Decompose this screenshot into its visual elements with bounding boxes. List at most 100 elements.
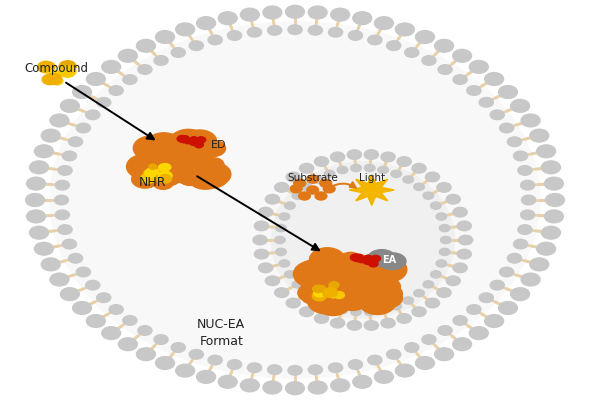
Circle shape (323, 289, 335, 297)
Circle shape (160, 159, 185, 176)
Circle shape (453, 338, 471, 351)
Circle shape (446, 276, 460, 286)
Circle shape (422, 335, 436, 344)
Circle shape (138, 65, 152, 74)
Circle shape (38, 61, 54, 73)
Circle shape (542, 226, 560, 239)
Circle shape (333, 276, 350, 288)
Circle shape (431, 202, 441, 209)
Circle shape (350, 164, 361, 172)
Circle shape (453, 207, 467, 217)
Circle shape (300, 271, 329, 290)
Circle shape (386, 41, 401, 50)
Ellipse shape (271, 162, 454, 318)
Circle shape (181, 152, 206, 170)
Circle shape (169, 129, 207, 155)
Circle shape (313, 285, 323, 292)
Circle shape (352, 264, 391, 291)
Circle shape (521, 273, 540, 286)
Circle shape (356, 258, 381, 275)
Circle shape (86, 280, 100, 290)
Circle shape (386, 350, 401, 359)
Circle shape (313, 269, 354, 296)
Circle shape (353, 288, 380, 306)
Circle shape (312, 297, 323, 304)
Text: NHR: NHR (139, 176, 166, 189)
Circle shape (136, 142, 158, 157)
Circle shape (177, 136, 187, 142)
Circle shape (119, 49, 137, 62)
Circle shape (366, 275, 398, 296)
Circle shape (185, 140, 191, 144)
Circle shape (286, 172, 300, 182)
Circle shape (155, 142, 187, 164)
Text: NUC-EA
Format: NUC-EA Format (197, 318, 245, 348)
Circle shape (168, 140, 203, 163)
Circle shape (308, 365, 322, 374)
Circle shape (156, 150, 174, 162)
Circle shape (41, 258, 60, 271)
Circle shape (195, 166, 228, 188)
Circle shape (218, 12, 237, 24)
Circle shape (376, 278, 401, 295)
Circle shape (307, 175, 319, 183)
Circle shape (109, 86, 123, 95)
Circle shape (146, 133, 182, 157)
Circle shape (192, 140, 199, 144)
Circle shape (499, 86, 517, 98)
Circle shape (195, 142, 204, 148)
Circle shape (76, 123, 90, 133)
Circle shape (86, 73, 105, 86)
Circle shape (55, 210, 70, 220)
Circle shape (360, 253, 394, 276)
Circle shape (275, 288, 289, 298)
Circle shape (537, 242, 556, 255)
Circle shape (330, 152, 345, 162)
Circle shape (320, 280, 352, 301)
Circle shape (190, 168, 211, 182)
Circle shape (412, 164, 426, 173)
Circle shape (170, 162, 192, 177)
Circle shape (470, 60, 489, 73)
Circle shape (300, 164, 314, 173)
Circle shape (365, 308, 375, 316)
Circle shape (453, 263, 467, 273)
Circle shape (30, 161, 48, 174)
Circle shape (306, 267, 333, 285)
Circle shape (187, 157, 225, 183)
Circle shape (294, 179, 306, 187)
Circle shape (293, 261, 333, 288)
Circle shape (228, 360, 242, 369)
Circle shape (306, 256, 340, 279)
Circle shape (372, 256, 378, 260)
Circle shape (458, 235, 473, 245)
Circle shape (45, 74, 62, 84)
Circle shape (132, 170, 158, 188)
Circle shape (373, 281, 401, 300)
Circle shape (371, 257, 407, 282)
Text: Substrate: Substrate (287, 173, 338, 183)
Circle shape (415, 357, 434, 370)
Circle shape (155, 168, 181, 186)
Circle shape (183, 130, 217, 153)
Circle shape (368, 355, 382, 365)
Circle shape (367, 257, 374, 262)
Circle shape (327, 276, 353, 293)
Text: Compound: Compound (24, 62, 88, 75)
Circle shape (44, 62, 55, 70)
Circle shape (346, 263, 376, 283)
Circle shape (467, 86, 481, 95)
Circle shape (312, 176, 323, 183)
Circle shape (160, 164, 171, 170)
Circle shape (479, 98, 493, 107)
Circle shape (266, 276, 280, 286)
Circle shape (414, 183, 424, 190)
Text: Light: Light (359, 173, 385, 183)
Circle shape (176, 364, 195, 377)
Circle shape (154, 141, 172, 153)
Circle shape (397, 157, 411, 166)
Circle shape (441, 236, 451, 244)
Circle shape (60, 100, 79, 112)
Circle shape (518, 166, 532, 175)
Circle shape (435, 40, 454, 52)
